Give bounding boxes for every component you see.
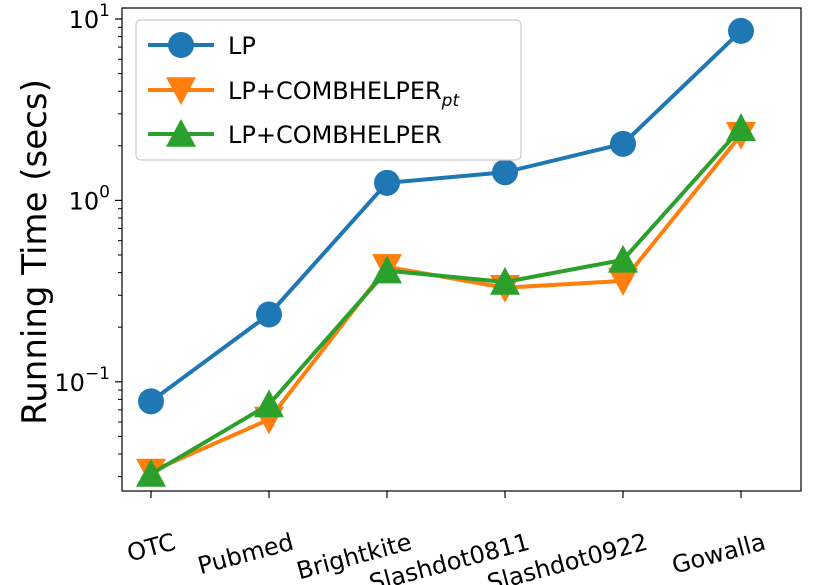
- y-tick-label: 100: [69, 182, 110, 215]
- legend-entry: LP: [228, 32, 256, 60]
- data-point: [254, 389, 284, 418]
- data-point: [728, 17, 754, 44]
- legend-entry: LP+COMBHELPER: [228, 121, 442, 149]
- x-tick-label: Pubmed: [195, 528, 297, 580]
- y-axis-label: Running Time (secs): [15, 79, 55, 425]
- x-tick-label: OTC: [124, 528, 178, 568]
- data-point: [138, 388, 164, 415]
- data-point: [256, 301, 282, 328]
- y-tick-label: 101: [69, 1, 110, 34]
- data-point: [372, 255, 402, 284]
- data-point: [492, 159, 518, 186]
- legend-marker: [168, 32, 194, 58]
- data-point: [374, 169, 400, 196]
- data-point: [610, 130, 636, 157]
- data-point: [608, 268, 638, 296]
- data-point: [136, 459, 166, 487]
- legend-box: [135, 19, 522, 161]
- data-point: [608, 244, 638, 273]
- data-point: [490, 266, 520, 295]
- series-line-2: [149, 126, 743, 476]
- legend-marker: [166, 119, 196, 147]
- y-tick-label: 10−1: [54, 364, 110, 397]
- legend-marker: [166, 77, 196, 105]
- x-tick-label: Gowalla: [669, 528, 769, 580]
- series-line-0: [149, 29, 743, 403]
- plot-frame: [121, 7, 802, 492]
- legend-entry: LP+COMBHELPERpt: [228, 77, 460, 111]
- data-point: [726, 113, 756, 141]
